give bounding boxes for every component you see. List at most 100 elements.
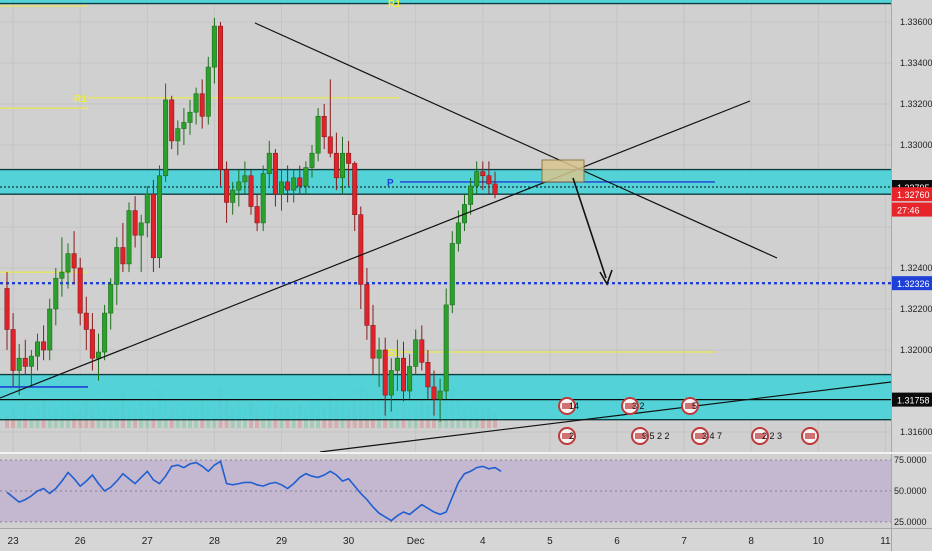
axis-corner	[891, 528, 932, 551]
event-badge-label: 3 2	[632, 401, 645, 411]
rsi-pane[interactable]	[0, 454, 891, 528]
candle-body	[376, 349, 382, 359]
time-tick-label: 29	[276, 536, 288, 547]
candle-body	[425, 361, 431, 388]
price-tick-label: 1.32000	[900, 345, 932, 355]
rsi-tick-label: 50.0000	[894, 486, 927, 496]
price-tick-label: 1.32400	[900, 263, 932, 273]
time-tick-label: 5	[547, 536, 553, 547]
volume-bar	[5, 416, 9, 428]
candle-body	[303, 167, 309, 187]
candle-body	[370, 325, 376, 359]
candle-body	[230, 189, 236, 203]
pane-separator[interactable]	[0, 452, 932, 454]
volume-bar	[29, 414, 34, 428]
candle-body	[205, 66, 211, 117]
candle-body	[108, 284, 114, 314]
candle-body	[22, 357, 28, 367]
candle-body	[236, 181, 242, 191]
candle-body	[254, 206, 260, 224]
price-badge	[892, 187, 932, 202]
candle-body	[199, 93, 205, 117]
price-badge	[892, 276, 932, 291]
candle-body	[443, 304, 449, 392]
price-badge-label: 1.32760	[897, 190, 930, 200]
candle-body	[492, 183, 498, 195]
time-axis[interactable]: 232627282930Dec45678101112	[0, 528, 891, 551]
event-badge-label: 14	[569, 401, 579, 411]
event-flag-stripe	[695, 433, 705, 439]
candle-body	[77, 267, 83, 314]
price-tick-label: 1.33200	[900, 99, 932, 109]
candle-body	[96, 351, 102, 359]
pivot-label-s1: S1	[387, 348, 400, 359]
candle-body	[41, 341, 47, 351]
price-axis[interactable]: 1.33600 1.33400 1.33200 1.33000 1.32400 1.322…	[891, 0, 932, 452]
candle-body	[71, 253, 77, 269]
rsi-axis-labels: 75.0000 50.0000 25.0000	[894, 455, 927, 527]
rsi-chart[interactable]	[0, 454, 891, 528]
candle-body	[364, 284, 370, 326]
candle-body	[89, 329, 95, 359]
time-tick-label: Dec	[407, 536, 425, 547]
candle-body	[272, 152, 278, 195]
candle-body	[187, 111, 193, 123]
price-badge-label: 27:46	[897, 206, 920, 216]
projection-arrowhead	[599, 269, 613, 286]
candle-body	[4, 288, 10, 330]
candle-body	[291, 177, 297, 191]
pivot-label-r1: R1	[74, 94, 87, 105]
price-badge	[892, 392, 932, 407]
candle-body	[309, 152, 315, 168]
event-badge-label: 2 2 3	[762, 431, 782, 441]
event-flag-stripe	[755, 433, 765, 439]
highlight-box	[541, 159, 585, 183]
candle-body	[218, 25, 224, 170]
price-pane[interactable]: R1 R1 P S1 14 2 3 2 5 9 5 2 2 3 4 7 2 2 3	[0, 0, 891, 452]
candle-body	[437, 390, 443, 400]
candle-body	[181, 122, 187, 129]
candle-body	[169, 99, 175, 142]
candle-body	[144, 193, 150, 224]
candle-body	[321, 116, 327, 138]
candle-body	[242, 175, 248, 183]
price-badge-label: 1.32326	[897, 279, 930, 289]
candle-body	[455, 222, 461, 244]
candle-body	[224, 169, 230, 203]
candle-body	[419, 339, 425, 363]
candle-body	[266, 152, 272, 174]
candle-body	[480, 171, 486, 177]
candle-body	[120, 247, 126, 265]
candle-body	[339, 152, 345, 179]
rsi-line	[6, 460, 502, 522]
candle-body	[211, 25, 217, 68]
candle-body	[486, 175, 492, 185]
candle-body	[297, 177, 303, 187]
candle-body	[468, 185, 474, 205]
candle-body	[260, 173, 266, 224]
candle-body	[449, 243, 455, 306]
candle-body	[358, 214, 364, 285]
candlestick-chart[interactable]: R1 R1 P S1 14 2 3 2 5 9 5 2 2 3 4 7 2 2 3	[0, 0, 891, 452]
candle-body	[382, 349, 388, 396]
price-tick-label: 1.33400	[900, 58, 932, 68]
candle-body	[34, 341, 40, 357]
event-flag-stripe	[625, 403, 635, 409]
time-tick-label: 6	[614, 536, 620, 547]
rsi-axis[interactable]: 75.0000 50.0000 25.0000	[891, 454, 932, 528]
candle-body	[285, 181, 291, 191]
candle-body	[59, 271, 65, 279]
candle-body	[138, 222, 144, 236]
candle-body	[132, 210, 138, 236]
price-axis-labels: 1.33600 1.33400 1.33200 1.33000 1.32400 1.322…	[892, 17, 932, 437]
candle-body	[163, 99, 169, 177]
price-tick-label: 1.32200	[900, 304, 932, 314]
projection-arrow	[572, 177, 607, 279]
time-tick-label: 26	[75, 536, 87, 547]
support-resistance-zone	[0, 0, 891, 4]
volume-bar	[17, 418, 22, 428]
candle-body	[400, 357, 406, 392]
trendline-descending	[254, 22, 778, 259]
event-badge-label: 3 4 7	[702, 431, 722, 441]
candle-body	[333, 152, 339, 179]
